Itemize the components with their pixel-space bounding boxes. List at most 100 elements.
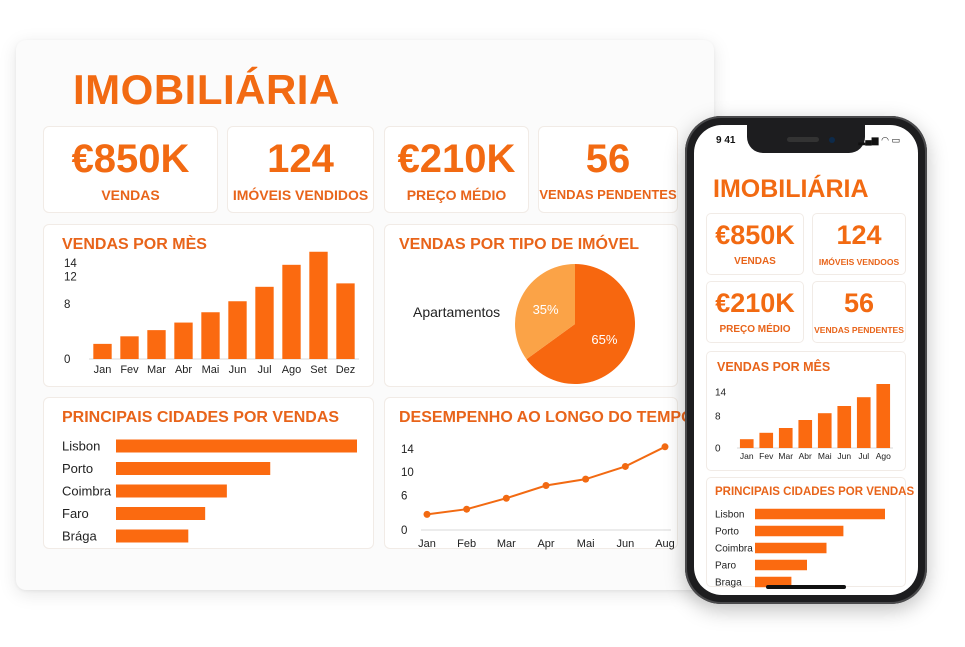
category-label: Faro (62, 506, 89, 521)
mobile-screen: 9 41 ▂▄▆ ◠ ▭ IMOBILIÁRIA €850K VENDAS 12… (694, 125, 918, 595)
category-label: Coimbra (62, 484, 112, 499)
signal-icon: ▂▄▆ (858, 135, 879, 145)
bar (282, 264, 301, 359)
property-type-pie-chart: 65% 35% Apartamentos (413, 264, 635, 384)
kpi-label: PREÇO MÉDIO (719, 324, 791, 335)
bar (116, 462, 271, 475)
home-indicator[interactable] (766, 585, 846, 589)
y-tick-label: 14 (64, 258, 77, 270)
speaker-grille (787, 137, 819, 142)
y-tick-label: 8 (715, 412, 721, 423)
bar (837, 406, 852, 448)
y-tick-label: 0 (64, 354, 70, 366)
x-tick-label: Jan (94, 364, 112, 376)
x-tick-label: Mai (577, 538, 595, 550)
x-tick-label: Ago (876, 451, 891, 461)
chart-title: DESEMPENHO AO LONGO DO TEMPO (399, 409, 694, 426)
category-label: Coimbra (715, 544, 753, 555)
mobile-kpi-card-preco-medio[interactable]: €210K PREÇO MÉDIO (706, 281, 804, 343)
bar (309, 251, 328, 359)
desktop-dashboard: IMOBILIÁRIA €850K VENDAS 124 IMÓVEIS VEN… (16, 40, 714, 590)
data-point (502, 494, 510, 502)
kpi-value: €210K (397, 137, 516, 181)
bar (755, 559, 807, 571)
y-tick-label: 0 (401, 525, 407, 537)
bar (739, 439, 754, 448)
status-bar-icons: ▂▄▆ ◠ ▭ (858, 135, 900, 146)
x-tick-label: Mar (497, 538, 516, 550)
kpi-card-imoveis-vendidos[interactable]: 124 IMÓVEIS VENDIDOS (227, 126, 374, 213)
bar (116, 507, 206, 520)
y-tick-label: 6 (401, 490, 407, 502)
mobile-kpi-card-vendas[interactable]: €850K VENDAS (706, 213, 804, 275)
kpi-label: VENDAS PENDENTES (539, 187, 677, 202)
x-tick-label: Jun (837, 451, 851, 461)
chart-title: VENDAS POR MÈS (62, 236, 207, 253)
chart-title: PRINCIPAIS CIDADES POR VENDAS (715, 486, 915, 498)
x-tick-label: Jun (616, 538, 634, 550)
top-cities-chart: Lisbon Porto Coimbra Faro Brága (62, 439, 357, 544)
x-tick-label: Jun (229, 364, 247, 376)
status-bar-time: 9 41 (716, 135, 736, 146)
mobile-top-cities-chart: Lisbon Porto Coimbra Paro Braga (715, 508, 885, 589)
x-tick-label: Jan (740, 451, 754, 461)
x-tick-label: Apr (537, 538, 554, 550)
mobile-monthly-sales-card: VENDAS POR MÊS 0 8 14 Jan Fev Mar Abr Mai Jun Jul… (706, 351, 906, 471)
y-tick-label: 14 (401, 444, 414, 456)
x-tick-label: Abr (799, 451, 812, 461)
category-label: Porto (62, 461, 93, 476)
mobile-phone-frame: 9 41 ▂▄▆ ◠ ▭ IMOBILIÁRIA €850K VENDAS 12… (685, 116, 927, 604)
y-tick-label: 12 (64, 272, 77, 284)
data-point (463, 505, 471, 513)
x-tick-label: Abr (175, 364, 192, 376)
y-tick-label: 10 (401, 467, 414, 479)
monthly-sales-chart-card: VENDAS POR MÈS 0 8 12 14 Jan Fev Mar Abr Mai Jun J… (43, 224, 374, 387)
kpi-value: 124 (836, 220, 882, 250)
y-tick-label: 8 (64, 299, 70, 311)
bar (255, 286, 274, 359)
kpi-card-vendas-pendentes[interactable]: 56 VENDAS PENDENTES (538, 126, 678, 213)
kpi-value: €850K (715, 220, 795, 250)
mobile-kpi-card-pendentes[interactable]: 56 VENDAS PENDENTES (812, 281, 906, 343)
data-point (621, 462, 629, 470)
category-label: Lisbon (715, 510, 744, 521)
x-tick-label: Fev (120, 364, 139, 376)
bar (798, 420, 813, 448)
pie-slice (526, 264, 635, 384)
property-type-chart-card: VENDAS POR TIPO DE IMÓVEL 65% 35% Apartame… (384, 224, 678, 387)
category-label: Braga (715, 578, 742, 589)
category-label: Lisbon (62, 439, 100, 454)
bar (116, 484, 227, 498)
mobile-dashboard-title: IMOBILIÁRIA (713, 175, 869, 203)
kpi-card-vendas[interactable]: €850K VENDAS (43, 126, 218, 213)
pie-slice-label: 65% (591, 332, 617, 347)
battery-icon: ▭ (891, 135, 900, 145)
category-label: Porto (715, 527, 739, 538)
kpi-value: €210K (715, 288, 795, 318)
x-tick-label: Fev (759, 451, 774, 461)
monthly-sales-chart: 0 8 12 14 Jan Fev Mar Abr Mai Jun Jul Ago Set Dez (64, 251, 359, 376)
bar (116, 529, 189, 543)
kpi-label: IMÓVEIS VENDOOS (818, 257, 900, 267)
data-point (542, 482, 550, 490)
bar (759, 432, 774, 448)
bar (120, 336, 139, 359)
bar (116, 439, 357, 453)
x-tick-label: Aug (655, 538, 675, 550)
mobile-kpi-card-imoveis[interactable]: 124 IMÓVEIS VENDOOS (812, 213, 906, 275)
kpi-value: 56 (843, 288, 875, 318)
kpi-card-preco-medio[interactable]: €210K PREÇO MÉDIO (384, 126, 529, 213)
performance-line-chart: 0 6 10 14 Jan Feb Mar Apr Mai Jun Aug (401, 443, 675, 550)
bar (755, 508, 885, 520)
kpi-label: VENDAS (734, 256, 776, 267)
bar (201, 312, 220, 359)
x-tick-label: Mai (202, 364, 220, 376)
bar (876, 384, 891, 448)
kpi-value: €850K (71, 137, 190, 181)
mobile-monthly-sales-chart: 0 8 14 Jan Fev Mar Abr Mai Jun Jul Ago (715, 384, 893, 461)
bar (228, 301, 247, 359)
data-point (582, 475, 590, 483)
x-tick-label: Dez (336, 364, 356, 376)
y-tick-label: 0 (715, 444, 721, 455)
front-camera-icon (829, 137, 835, 143)
